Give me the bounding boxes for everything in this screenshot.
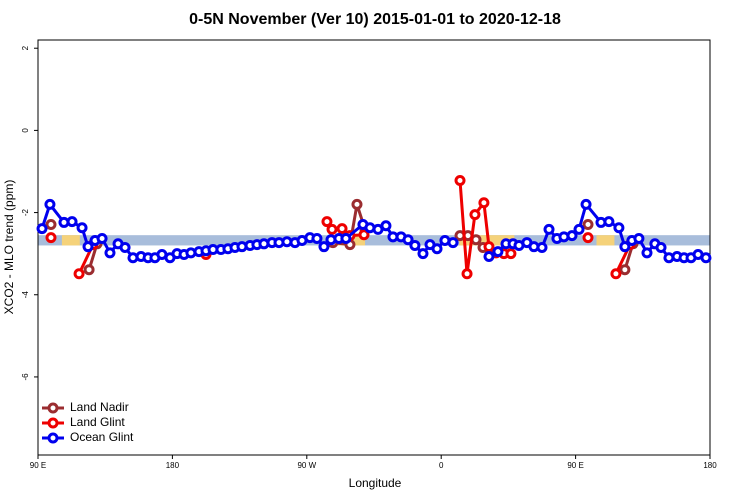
point [44, 198, 56, 210]
x-tick-label: 180 [166, 461, 180, 470]
legend-label: Land Nadir [70, 400, 129, 414]
legend-label: Land Glint [70, 415, 125, 429]
legend-label: Ocean Glint [70, 430, 134, 444]
point [45, 232, 57, 244]
point [573, 223, 585, 235]
highlight [61, 235, 80, 246]
point [610, 268, 622, 280]
point [619, 241, 631, 253]
plot-frame [37, 39, 711, 456]
point [76, 222, 88, 234]
chart-title: 0-5N November (Ver 10) 2015-01-01 to 202… [189, 11, 561, 28]
x-tick-label: 90 W [297, 461, 316, 470]
point [505, 248, 517, 260]
point [582, 232, 594, 244]
point [483, 251, 495, 263]
legend-marker [47, 432, 59, 444]
point [417, 248, 429, 260]
y-tick-label: -6 [21, 373, 30, 381]
point [83, 264, 95, 276]
point [580, 198, 592, 210]
point [119, 242, 131, 253]
x-tick-label: 90 E [567, 461, 583, 470]
y-tick-label: 0 [21, 128, 30, 133]
point [543, 223, 555, 235]
point [431, 243, 443, 255]
point [469, 209, 481, 221]
point [478, 197, 490, 209]
point [633, 232, 645, 244]
point [73, 268, 85, 280]
point [641, 247, 653, 259]
point [619, 264, 631, 276]
point [700, 252, 712, 264]
point [447, 237, 459, 249]
highlight [596, 235, 615, 246]
point [45, 218, 57, 230]
point [483, 241, 495, 253]
point [36, 223, 48, 235]
point [318, 241, 330, 253]
x-tick-label: 180 [703, 461, 717, 470]
point [340, 232, 352, 244]
point [461, 268, 473, 280]
point [566, 230, 578, 242]
point [326, 223, 338, 235]
x-axis-label: Longitude [349, 476, 402, 490]
point [351, 198, 363, 210]
reference-band [38, 235, 710, 246]
point [104, 247, 116, 259]
highlight [459, 235, 515, 246]
legend-marker [47, 402, 59, 414]
y-tick-label: -4 [21, 291, 30, 299]
point [536, 242, 548, 253]
point [321, 216, 333, 228]
point [409, 239, 421, 251]
point [311, 232, 323, 244]
point [613, 222, 625, 234]
point [402, 234, 414, 246]
point [582, 218, 594, 230]
point [603, 216, 615, 228]
point [82, 241, 94, 253]
point [336, 223, 348, 235]
x-tick-label: 90 E [30, 461, 46, 470]
point [358, 229, 370, 241]
x-tick-label: 0 [439, 461, 444, 470]
y-tick-label: -2 [21, 208, 30, 216]
point [380, 220, 392, 232]
point [492, 246, 504, 258]
legend-marker [47, 417, 59, 429]
point [96, 232, 108, 244]
y-axis-label: XCO2 - MLO trend (ppm) [2, 180, 16, 315]
point [66, 216, 78, 228]
y-tick-label: 2 [21, 45, 30, 50]
series-line [87, 203, 635, 271]
point [655, 242, 667, 253]
point [454, 175, 466, 187]
